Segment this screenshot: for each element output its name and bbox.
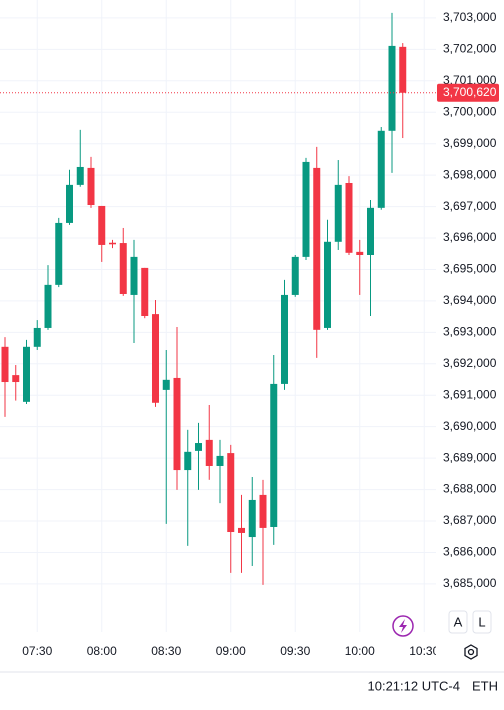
candle-body [12, 375, 20, 383]
candle-body [109, 242, 116, 245]
x-tick-label: 10:30 [409, 644, 439, 658]
candle-body [66, 184, 73, 223]
last-price-tag [437, 83, 499, 102]
x-tick-label: 10:00 [345, 644, 375, 658]
candle-body [227, 453, 235, 533]
candle-body [162, 379, 170, 390]
y-tick-label: 3,703,000 [443, 10, 497, 24]
candle-body [281, 294, 288, 384]
candle-body [302, 161, 310, 257]
y-tick-label: 3,702,000 [443, 42, 497, 56]
candle-body [377, 130, 385, 208]
candle-body [33, 327, 41, 347]
status-time: 10:21:12 UTC-4 [368, 678, 461, 693]
candle-body [195, 443, 202, 451]
candle-body [238, 527, 245, 533]
candle-body [205, 439, 213, 466]
y-tick-label: 3,698,000 [443, 167, 497, 181]
candle-body [334, 184, 342, 242]
candle-body [98, 205, 106, 245]
y-tick-label: 3,685,000 [443, 576, 497, 590]
y-tick-label: 3,686,000 [443, 545, 497, 559]
candle-body [87, 167, 95, 206]
candle-body [399, 46, 407, 93]
log-button[interactable] [472, 610, 492, 634]
candles [1, 12, 407, 585]
candle-body [324, 241, 331, 328]
candle-body [173, 377, 181, 471]
y-tick-label: 3,699,000 [443, 136, 497, 150]
x-tick-label: 08:30 [151, 644, 181, 658]
settings-icon[interactable] [464, 644, 478, 660]
candle-body [367, 207, 374, 256]
y-tick-label: 3,701,000 [443, 73, 497, 87]
candle-body [152, 314, 159, 403]
candle-body [259, 494, 267, 528]
y-tick-label: 3,691,000 [443, 387, 497, 401]
x-axis: 07:30 08:00 08:30 09:00 09:30 10:00 10:30 [22, 644, 439, 658]
y-tick-label: 3,697,000 [443, 199, 497, 213]
status-session[interactable]: ETH [472, 678, 498, 693]
candle-body [55, 222, 63, 285]
y-axis: 3,685,000 3,686,000 3,687,000 3,688,000 3,68… [443, 10, 497, 590]
candle-body [1, 346, 9, 383]
x-tick-label: 09:30 [280, 644, 310, 658]
auto-button[interactable] [448, 610, 468, 634]
candle-body [388, 45, 396, 131]
bolt [399, 619, 407, 633]
y-tick-label: 3,700,000 [443, 104, 497, 118]
y-tick-label: 3,695,000 [443, 262, 497, 276]
candle-body [23, 346, 30, 402]
y-tick-label: 3,696,000 [443, 230, 497, 244]
candle-body [248, 499, 256, 538]
x-tick-label: 09:00 [216, 644, 246, 658]
last-price-label: 3,700,620 [443, 85, 497, 99]
log-label: L [478, 614, 485, 629]
candle-body [216, 455, 224, 466]
candle-body [76, 166, 84, 185]
candle-body [44, 284, 52, 328]
candle-body [345, 182, 353, 253]
y-tick-label: 3,689,000 [443, 450, 497, 464]
gear [464, 644, 478, 660]
candle-body [184, 451, 192, 471]
candle-body [270, 383, 278, 527]
y-tick-label: 3,687,000 [443, 513, 497, 527]
y-tick-label: 3,693,000 [443, 325, 497, 339]
candle-body [291, 256, 299, 295]
candle-body [141, 267, 149, 316]
candle-body [119, 243, 127, 294]
y-tick-label: 3,692,000 [443, 356, 497, 370]
candle-body [356, 251, 364, 256]
gear-hole [467, 648, 475, 656]
candle-body [130, 256, 138, 295]
candle-body [313, 167, 321, 330]
y-tick-label: 3,690,000 [443, 419, 497, 433]
y-tick-label: 3,688,000 [443, 482, 497, 496]
y-tick-label: 3,694,000 [443, 293, 497, 307]
x-tick-label: 07:30 [22, 644, 52, 658]
x-tick-label: 08:00 [87, 644, 117, 658]
auto-label: A [454, 614, 463, 629]
